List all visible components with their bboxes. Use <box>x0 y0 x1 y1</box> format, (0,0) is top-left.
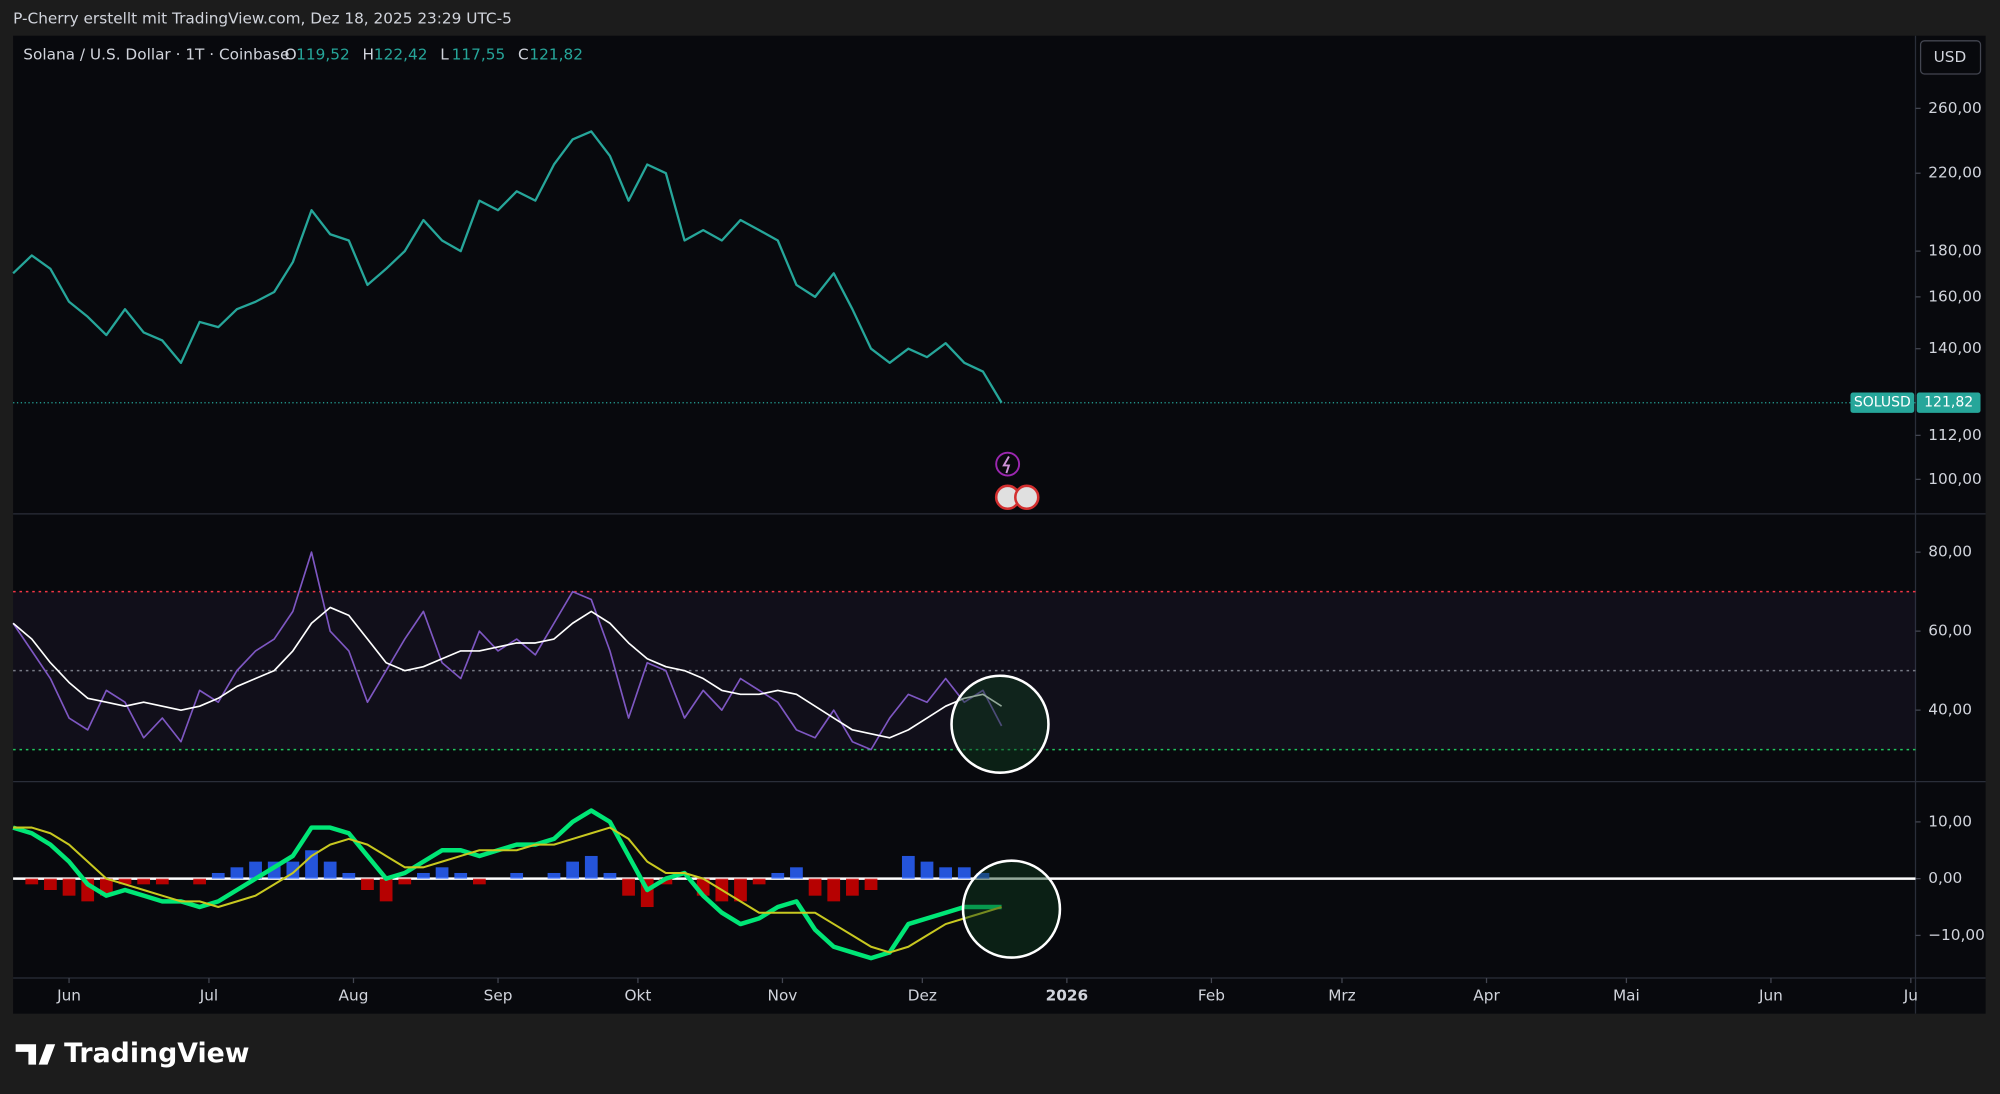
annotation-circle <box>950 674 1050 774</box>
histogram-bar <box>920 861 934 879</box>
x-tick-label: Aug <box>339 986 369 1004</box>
ohlc-value: 117,55 <box>452 45 506 63</box>
event-icon <box>995 451 1021 477</box>
last-price-label: 121,82 <box>1924 395 1973 411</box>
histogram-bar <box>379 878 393 902</box>
symbol-badge <box>1850 392 1915 413</box>
series-line <box>12 130 1003 404</box>
histogram-bar <box>435 867 449 879</box>
histogram-bar <box>137 878 151 885</box>
event-icons <box>994 451 1040 511</box>
ohlc-value: 121,82 <box>529 45 583 63</box>
histogram-bar <box>211 872 225 879</box>
ohlc-name: H <box>362 45 374 63</box>
x-tick-label: Jun <box>56 986 81 1004</box>
histogram-bar <box>454 872 468 879</box>
histogram-bar <box>62 878 76 896</box>
y-tick-label: 40,00 <box>1928 701 1972 719</box>
chart-area <box>13 35 1986 1014</box>
x-tick-label: Mai <box>1613 986 1640 1004</box>
symbol-title: Solana / U.S. Dollar · 1T · Coinbase <box>23 45 289 63</box>
histogram-bar <box>771 872 785 879</box>
histogram-bar <box>323 861 337 879</box>
histogram-bar <box>939 867 953 879</box>
y-tick-label: 10,00 <box>1928 812 1972 830</box>
y-tick-label: 160,00 <box>1928 287 1982 305</box>
histogram-bar <box>864 878 878 891</box>
histogram-bar <box>752 878 766 885</box>
currency: USD <box>1934 48 1967 66</box>
histogram-bar <box>827 878 841 902</box>
histogram-bar <box>547 872 561 879</box>
y-tick-label: 100,00 <box>1928 470 1982 488</box>
event-icon <box>1014 484 1040 511</box>
y-tick-label: 0,00 <box>1928 869 1962 887</box>
ohlc-name: C <box>518 45 529 63</box>
y-tick-label: 220,00 <box>1928 164 1982 182</box>
histogram-bar <box>957 867 971 879</box>
x-tick-label: Dez <box>908 986 937 1004</box>
event-icon <box>1002 455 1011 474</box>
histogram-bar <box>361 878 374 891</box>
histogram-bar <box>44 878 57 891</box>
histogram-bar <box>790 867 803 879</box>
x-tick-label: Nov <box>768 986 798 1004</box>
x-tick-label: Sep <box>484 986 513 1004</box>
y-tick-label: 80,00 <box>1928 543 1972 561</box>
ohlc-name: O <box>285 45 297 63</box>
histogram-bar <box>659 878 673 885</box>
histogram-bar <box>193 878 206 885</box>
logo-mark <box>15 1044 56 1065</box>
y-tick-label: 60,00 <box>1928 622 1972 640</box>
histogram-bar <box>976 872 990 879</box>
histogram-bar <box>305 850 318 879</box>
histogram-bar <box>342 872 356 879</box>
annotation-circle <box>961 859 1062 959</box>
histogram-bar <box>603 872 617 879</box>
histogram-bar <box>566 861 580 879</box>
ohlc-value: 122,42 <box>374 45 428 63</box>
y-tick-label: −10,00 <box>1928 926 1985 944</box>
x-tick-label: Ju <box>1903 986 1918 1004</box>
x-tick-label: Mrz <box>1328 986 1356 1004</box>
histogram-bar <box>808 878 822 896</box>
x-tick-label: Apr <box>1473 986 1500 1004</box>
histogram-bar <box>25 878 39 885</box>
y-tick-label: 140,00 <box>1928 339 1982 357</box>
y-tick-label: 260,00 <box>1928 99 1982 117</box>
x-tick-label: Okt <box>624 986 651 1004</box>
histogram-bar <box>398 878 412 885</box>
histogram-bar <box>901 855 915 879</box>
histogram-bar <box>473 878 486 885</box>
symbol-label: SOLUSD <box>1854 395 1911 411</box>
histogram-bar <box>155 878 169 885</box>
y-tick-label: 180,00 <box>1928 242 1982 260</box>
ohlc-name: L <box>440 45 449 63</box>
histogram-bar <box>584 855 598 879</box>
brand: TradingView <box>64 1038 249 1069</box>
histogram-bar <box>510 872 524 879</box>
series-line <box>12 606 1003 739</box>
x-tick-label: Jul <box>199 986 218 1004</box>
histogram-bar <box>622 878 635 896</box>
histogram-bar <box>118 878 132 885</box>
x-tick-label: 2026 <box>1046 986 1089 1004</box>
x-tick-label: Jun <box>1758 986 1783 1004</box>
histogram-bar <box>417 872 430 879</box>
x-tick-label: Feb <box>1198 986 1225 1004</box>
histogram-bar <box>734 878 747 902</box>
histogram-bar <box>846 878 859 896</box>
price-badge <box>1916 392 1981 413</box>
series-line <box>13 826 1002 954</box>
header: P-Cherry erstellt mit TradingView.com, D… <box>13 10 512 28</box>
brand-logo: TradingView <box>15 1038 250 1069</box>
histogram-bar <box>230 867 244 879</box>
currency-box <box>1919 40 1982 75</box>
y-tick-label: 112,00 <box>1928 426 1982 444</box>
ohlc-value: 119,52 <box>296 45 350 63</box>
